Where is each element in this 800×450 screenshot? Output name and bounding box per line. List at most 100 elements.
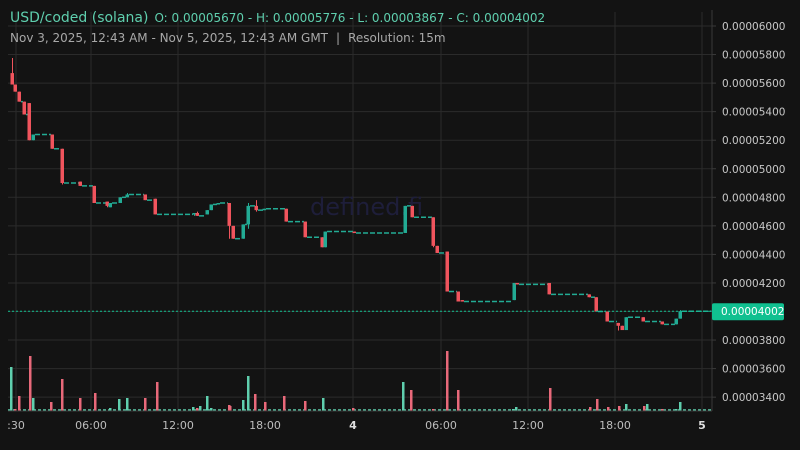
price-tick-label: 0.00005000 xyxy=(722,164,785,176)
time-tick-label: 12:00 xyxy=(162,419,194,432)
volume-bar xyxy=(410,390,413,411)
candle-down xyxy=(435,245,439,253)
price-tick-label: 0.00004600 xyxy=(722,221,785,233)
candle-up xyxy=(678,311,682,319)
price-tick-label: 0.00004400 xyxy=(722,249,785,261)
candle-down xyxy=(22,101,26,115)
volume-bar xyxy=(322,398,325,411)
ohlc-values: O: 0.00005670 - H: 0.00005776 - L: 0.000… xyxy=(154,11,546,25)
volume-bar xyxy=(32,398,35,411)
volume-bar xyxy=(229,406,232,411)
candle-down xyxy=(320,237,324,248)
volume-bar xyxy=(61,379,64,411)
volume-bar xyxy=(10,367,13,411)
price-tick-label: 0.00004800 xyxy=(722,192,785,204)
time-tick-label: 4 xyxy=(349,419,357,432)
volume-bar xyxy=(242,400,245,411)
candle-down xyxy=(143,194,147,201)
volume-bar xyxy=(457,390,460,411)
volume-bar xyxy=(589,407,592,411)
volume-bar xyxy=(109,408,112,411)
price-tick-label: 0.00003600 xyxy=(722,364,785,376)
candle-down xyxy=(303,221,307,238)
candle-up xyxy=(246,205,250,225)
volume-bar xyxy=(679,402,682,411)
volume-bar xyxy=(192,407,195,411)
candle-up xyxy=(241,224,245,239)
time-tick-label: 18:00 xyxy=(599,419,631,432)
price-tick-label: 0.00004200 xyxy=(722,278,785,290)
time-axis[interactable]: :30 06:00 12:00 18:00 4 06:00 12:00 18:00 5 xyxy=(7,419,706,432)
date-range: Nov 3, 2025, 12:43 AM - Nov 5, 2025, 12:… xyxy=(10,31,329,45)
candle-up xyxy=(125,194,129,198)
candle-up xyxy=(31,134,35,141)
candle-up xyxy=(323,231,327,248)
volume-bar xyxy=(126,398,129,411)
candle-down xyxy=(605,311,609,322)
candles xyxy=(10,57,712,331)
volume-bar xyxy=(675,409,678,411)
candle-down xyxy=(195,213,199,216)
volume-bar xyxy=(646,404,649,411)
candle-up xyxy=(624,317,628,331)
candle-down xyxy=(231,225,235,239)
volume-bar xyxy=(118,399,121,411)
volume-bar xyxy=(14,409,17,411)
volume-bar xyxy=(199,406,202,411)
volume-bar xyxy=(156,382,159,411)
candle-up xyxy=(674,318,678,325)
volume-bar xyxy=(618,406,621,411)
title-row: USD/coded (solana) O: 0.00005670 - H: 0.… xyxy=(10,10,545,26)
candle-down xyxy=(254,205,258,211)
candle-up xyxy=(403,205,407,233)
resolution: Resolution: 15m xyxy=(348,31,446,45)
candle-down xyxy=(105,201,109,206)
volume-bar xyxy=(625,404,628,411)
time-tick-label: 12:00 xyxy=(512,419,544,432)
candle-down xyxy=(284,208,288,222)
current-price-tag-bg xyxy=(712,303,784,321)
volume-bar xyxy=(18,396,21,411)
time-tick-label: 06:00 xyxy=(425,419,457,432)
candle-up xyxy=(262,208,266,211)
price-tick-label: 0.00005200 xyxy=(722,135,785,147)
price-tick-label: 0.00005800 xyxy=(722,50,785,62)
candle-down xyxy=(352,231,356,234)
volume-bar xyxy=(515,407,518,411)
volume-bar xyxy=(643,406,646,411)
volume-bar xyxy=(206,396,209,411)
candle-down xyxy=(410,205,414,218)
candle-down xyxy=(153,198,157,215)
price-axis[interactable]: 0.00006000 0.00005800 0.00005600 0.00005400… xyxy=(712,21,785,404)
candle-up xyxy=(205,210,209,215)
pair-title: USD/coded (solana) xyxy=(10,10,149,26)
chart-header: USD/coded (solana) O: 0.00005670 - H: 0.… xyxy=(10,10,545,45)
candle-down xyxy=(547,282,551,295)
time-tick-label: 5 xyxy=(698,419,706,432)
candle-down xyxy=(17,91,21,102)
price-tick-label: 0.00006000 xyxy=(722,21,785,33)
price-tick-label: 0.00003800 xyxy=(722,335,785,347)
volume-bar xyxy=(352,408,355,411)
volume-bar xyxy=(264,402,267,411)
candle-up xyxy=(209,204,213,211)
volume-bar xyxy=(402,382,405,411)
volume-bar xyxy=(283,396,286,411)
candle-down xyxy=(515,282,519,285)
volume-bar xyxy=(247,376,250,411)
volume-bar xyxy=(432,409,435,411)
time-tick-label: 18:00 xyxy=(249,419,281,432)
volume-bar xyxy=(446,351,449,411)
time-tick-label: 06:00 xyxy=(75,419,107,432)
volume-bar xyxy=(79,398,82,411)
volume-bar xyxy=(210,408,213,411)
volume-bar xyxy=(94,393,97,411)
candle-down xyxy=(50,134,54,149)
volume-bar xyxy=(549,388,552,411)
candle-down xyxy=(587,294,591,298)
candle-down xyxy=(456,291,460,302)
volume-bar xyxy=(596,399,599,411)
candle-down xyxy=(620,325,624,331)
volume-bar xyxy=(29,356,32,411)
